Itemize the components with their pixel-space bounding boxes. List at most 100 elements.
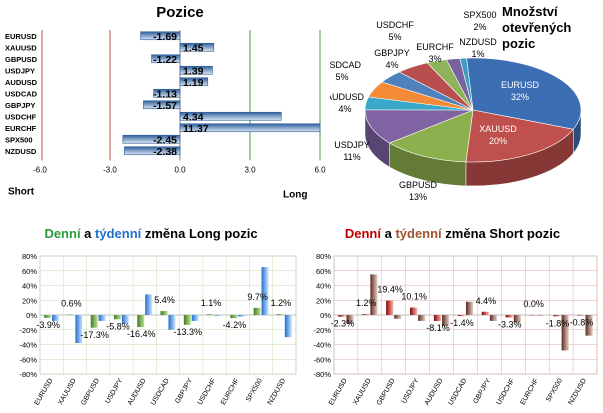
category-label: EURUSD xyxy=(328,378,349,407)
weekly-bar xyxy=(98,315,106,321)
chart-title-part: a xyxy=(81,226,95,241)
category-label: GBPJPY xyxy=(472,377,492,405)
data-label: -16.4% xyxy=(127,329,156,339)
category-label: EURCHF xyxy=(5,124,37,133)
pie-label: XAUUSD 20% xyxy=(479,124,517,146)
y-tick-label: -60% xyxy=(19,355,37,364)
daily-bar xyxy=(481,311,489,315)
category-label: USDCHF xyxy=(496,378,517,407)
pie-label-name: USDJPY xyxy=(334,140,370,150)
data-label: 19.4% xyxy=(377,285,403,295)
daily-bar xyxy=(505,315,513,318)
weekly-bar xyxy=(465,301,474,315)
weekly-bar xyxy=(489,315,498,321)
pie-label-value: 5% xyxy=(388,32,401,42)
pie-label-name: XAUUSD xyxy=(479,124,517,134)
weekly-bar xyxy=(561,315,569,351)
pie-label: SPX500 2% xyxy=(463,10,496,32)
y-tick-label: 60% xyxy=(22,267,37,276)
chart-title-part: Denní xyxy=(44,226,81,241)
pie-slice xyxy=(459,57,474,111)
data-label: 9.7% xyxy=(247,292,268,302)
y-tick-label: -20% xyxy=(313,326,331,335)
category-label: GBPUSD xyxy=(5,55,38,64)
category-label: XAUUSD xyxy=(57,378,78,407)
y-tick-label: 0% xyxy=(320,311,331,320)
data-label: -0.8% xyxy=(570,318,594,328)
pie-label: EURUSD 32% xyxy=(501,80,540,102)
weekly-bar xyxy=(145,294,153,315)
pie-label-name: USDCAD xyxy=(330,60,361,70)
pie-label-name: GBPUSD xyxy=(399,180,438,190)
pie-label-value: 11% xyxy=(343,152,360,162)
bar xyxy=(179,111,282,121)
y-tick-label: 80% xyxy=(22,252,37,261)
data-label: -3.3% xyxy=(498,319,522,329)
bar xyxy=(140,31,181,41)
chart-title: Denní a týdenní změna Short pozic xyxy=(345,226,560,241)
pie-label: USDCHF 5% xyxy=(376,20,414,42)
daily-bar xyxy=(276,314,284,315)
pie-label-value: 20% xyxy=(489,136,507,146)
bar xyxy=(179,77,209,87)
category-label: SPX500 xyxy=(5,135,33,144)
chart-title: Pozice xyxy=(156,4,204,21)
category-label: AUDUSD xyxy=(5,78,38,87)
chart-title-part: týdenní xyxy=(95,226,142,241)
pie-label-value: 2% xyxy=(473,22,486,32)
chart-title: Denní a týdenní změna Long pozic xyxy=(44,226,257,241)
open-positions-pie-chart: EURUSD 32% XAUUSD 20% GBPUSD 13% USDJPY 11% AUDU… xyxy=(330,4,582,202)
short-changes-chart: Denní a týdenní změna Short pozic 80% 60% 4… xyxy=(313,226,598,407)
pie-slice xyxy=(466,57,582,130)
daily-bar xyxy=(114,315,121,320)
value-label: 1.45 xyxy=(183,42,204,54)
pie-slice xyxy=(465,109,574,163)
daily-bar xyxy=(137,315,145,328)
category-label: GBPJPY xyxy=(5,101,35,110)
category-label: AUDUSD xyxy=(127,378,148,407)
x-tick-label: -3.0 xyxy=(103,166,117,175)
category-label: USDCAD xyxy=(150,378,171,407)
data-label: -1.8% xyxy=(546,318,570,328)
weekly-bar xyxy=(121,315,129,324)
value-label: -2.45 xyxy=(153,134,177,146)
weekly-bar xyxy=(75,315,83,344)
pie-label: NZDUSD 1% xyxy=(459,37,497,59)
data-label: -2.3% xyxy=(331,319,355,329)
pie-label-value: 3% xyxy=(428,54,441,64)
chart-title-part: změna Short pozic xyxy=(442,226,560,241)
chart-title-part: a xyxy=(381,226,395,241)
value-label: -1.13 xyxy=(153,88,177,100)
daily-bar xyxy=(529,315,537,316)
y-tick-label: -80% xyxy=(313,370,331,379)
daily-bar xyxy=(410,307,418,315)
daily-bar xyxy=(386,300,394,315)
bar xyxy=(179,65,213,75)
y-tick-label: 40% xyxy=(316,282,331,291)
x-tick-label: 3.0 xyxy=(244,166,256,175)
weekly-bar xyxy=(346,315,354,324)
category-label: USDCHF xyxy=(197,378,218,407)
chart-title-part: týdenní xyxy=(395,226,442,241)
y-tick-label: 0% xyxy=(26,311,37,320)
category-label: SPX500 xyxy=(245,377,264,403)
category-label: XAUUSD xyxy=(5,43,37,52)
y-tick-label: -20% xyxy=(19,326,37,335)
daily-bar xyxy=(433,315,442,321)
daily-bar xyxy=(338,315,346,317)
y-tick-label: 20% xyxy=(316,296,331,305)
y-tick-label: 20% xyxy=(22,296,37,305)
chart-title-part: změna Long pozic xyxy=(141,226,257,241)
daily-bar xyxy=(457,315,466,317)
daily-bar xyxy=(230,315,238,319)
value-label: -1.69 xyxy=(153,31,177,43)
data-label: -1.4% xyxy=(450,318,474,328)
pie-slice xyxy=(388,109,474,163)
weekly-bar xyxy=(238,315,246,317)
daily-bar xyxy=(90,315,98,328)
data-label: 10.1% xyxy=(401,292,427,302)
pie-label-value: 32% xyxy=(511,92,529,102)
category-label: USDJPY xyxy=(5,66,35,75)
pie-label: EURCHF 3% xyxy=(416,42,454,64)
daily-bar xyxy=(253,307,261,315)
